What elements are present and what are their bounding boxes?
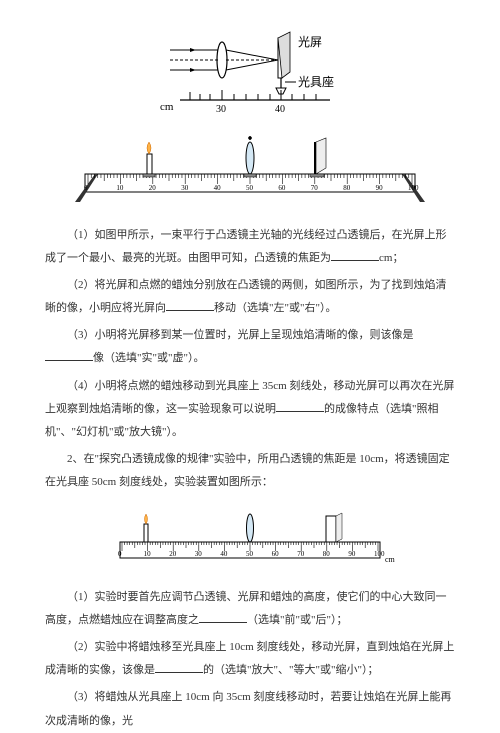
screen-icon xyxy=(326,513,342,542)
svg-text:40: 40 xyxy=(214,184,222,192)
blank[interactable] xyxy=(155,662,203,673)
q1-2: （2）将光屏和点燃的蜡烛分别放在凸透镜的两侧，如图所示，为了找到烛焰清晰的像，小… xyxy=(45,274,455,320)
q2-2: （2）实验中将蜡烛移至光具座上 10cm 刻度线处，移动光屏，直到烛焰在光屏上成… xyxy=(45,636,455,682)
svg-text:60: 60 xyxy=(278,184,286,192)
screen-icon xyxy=(310,138,326,177)
svg-text:50: 50 xyxy=(246,184,254,192)
svg-text:10: 10 xyxy=(144,550,152,558)
svg-text:60: 60 xyxy=(272,550,280,558)
q1-1-suffix: cm； xyxy=(379,252,403,264)
q1-4: （4）小明将点燃的蜡烛移动到光具座上 35cm 刻线处，移动光屏可以再次在光屏上… xyxy=(45,375,455,444)
lens-icon xyxy=(247,514,254,542)
blank[interactable] xyxy=(45,350,93,361)
svg-text:0: 0 xyxy=(118,550,122,558)
blank[interactable] xyxy=(331,250,379,261)
fig1-tick-30: 30 xyxy=(216,104,226,115)
svg-text:90: 90 xyxy=(348,550,356,558)
blank[interactable] xyxy=(166,300,214,311)
candle-icon xyxy=(143,142,155,177)
svg-text:70: 70 xyxy=(297,550,305,558)
blank[interactable] xyxy=(276,401,324,412)
q2-3: （3）将蜡烛从光具座上 10cm 向 35cm 刻度线移动时，若要让烛焰在光屏上… xyxy=(45,686,455,732)
label-screen: 光屏 xyxy=(298,35,322,49)
q1-3-text: （3）小明将光屏移到某一位置时，光屏上呈现烛焰清晰的像，则该像是 xyxy=(67,329,414,341)
q1-3-suffix: 像（选填"实"或"虚"）。 xyxy=(93,352,204,364)
q2-intro: 2、在"探究凸透镜成像的规律"实验中，所用凸透镜的焦距是 10cm，将透镜固定在… xyxy=(45,448,455,494)
svg-text:90: 90 xyxy=(376,184,384,192)
blank[interactable] xyxy=(199,612,247,623)
svg-text:100: 100 xyxy=(408,184,419,192)
q1-1: （1）如图甲所示，一束平行于凸透镜主光轴的光线经过凸透镜后，在光屏上形成了一个最… xyxy=(45,224,455,270)
svg-text:30: 30 xyxy=(181,184,189,192)
fig2-svg: 0 10 20 30 40 50 60 70 80 90 100 xyxy=(70,132,430,212)
q2-2-suffix: 的（选填"放大"、"等大"或"缩小"）； xyxy=(203,664,378,676)
figure-1: 光屏 光具座 cm 30 40 xyxy=(45,30,455,120)
fig1-tick-40: 40 xyxy=(275,104,285,115)
candle-icon xyxy=(144,514,148,542)
svg-text:40: 40 xyxy=(220,550,228,558)
q1-3: （3）小明将光屏移到某一位置时，光屏上呈现烛焰清晰的像，则该像是像（选填"实"或… xyxy=(45,324,455,370)
figure-2: 0 10 20 30 40 50 60 70 80 90 100 xyxy=(45,132,455,212)
svg-text:80: 80 xyxy=(323,550,331,558)
q2-1: （1）实验时要首先应调节凸透镜、光屏和蜡烛的高度，使它们的中心大致同一高度，点燃… xyxy=(45,586,455,632)
fig1-unit: cm xyxy=(160,101,174,113)
fig3-unit: cm xyxy=(385,555,396,564)
lens-icon xyxy=(244,136,256,177)
svg-text:70: 70 xyxy=(311,184,319,192)
svg-text:80: 80 xyxy=(343,184,351,192)
q2-1-suffix: （选填"前"或"后"）； xyxy=(247,614,347,626)
fig3-svg: 0 10 20 30 40 50 60 70 80 90 100 cm xyxy=(100,504,400,576)
svg-text:20: 20 xyxy=(169,550,177,558)
svg-text:30: 30 xyxy=(195,550,203,558)
svg-text:0: 0 xyxy=(84,184,88,192)
svg-text:100: 100 xyxy=(374,550,385,558)
q1-2-suffix: 移动（选填"左"或"右"）。 xyxy=(214,302,336,314)
svg-text:10: 10 xyxy=(116,184,124,192)
figure-3: 0 10 20 30 40 50 60 70 80 90 100 cm xyxy=(45,504,455,576)
svg-text:50: 50 xyxy=(246,550,254,558)
svg-text:20: 20 xyxy=(149,184,157,192)
fig1-svg: 光屏 光具座 cm 30 40 xyxy=(150,30,350,120)
label-bench: 光具座 xyxy=(298,74,334,89)
